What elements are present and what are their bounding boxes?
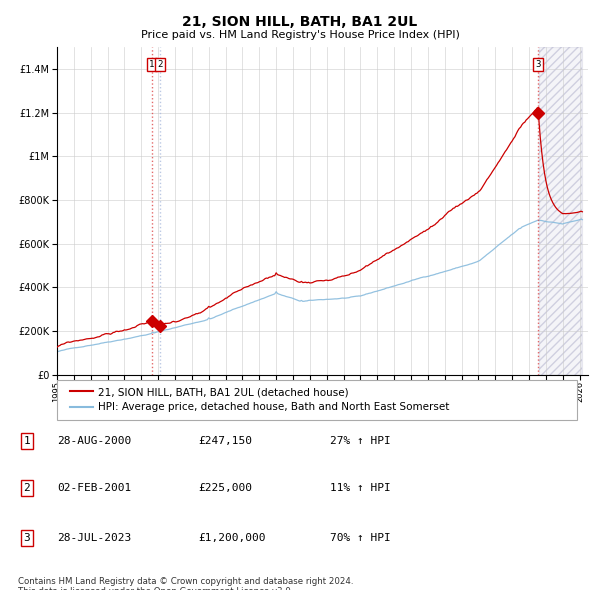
Text: £247,150: £247,150 <box>198 436 252 445</box>
Text: 2: 2 <box>157 60 162 69</box>
FancyBboxPatch shape <box>56 380 577 419</box>
Text: 27% ↑ HPI: 27% ↑ HPI <box>330 436 391 445</box>
Text: 70% ↑ HPI: 70% ↑ HPI <box>330 533 391 543</box>
Legend: 21, SION HILL, BATH, BA1 2UL (detached house), HPI: Average price, detached hous: 21, SION HILL, BATH, BA1 2UL (detached h… <box>64 382 454 418</box>
Text: £225,000: £225,000 <box>198 483 252 493</box>
Text: Price paid vs. HM Land Registry's House Price Index (HPI): Price paid vs. HM Land Registry's House … <box>140 30 460 40</box>
Text: 28-AUG-2000: 28-AUG-2000 <box>57 436 131 445</box>
Text: 3: 3 <box>536 60 541 69</box>
Text: 1: 1 <box>23 436 31 445</box>
Text: Contains HM Land Registry data © Crown copyright and database right 2024.
This d: Contains HM Land Registry data © Crown c… <box>18 577 353 590</box>
Text: 2: 2 <box>23 483 31 493</box>
Text: £1,200,000: £1,200,000 <box>198 533 265 543</box>
Text: 1: 1 <box>149 60 155 69</box>
Text: 02-FEB-2001: 02-FEB-2001 <box>57 483 131 493</box>
Text: 28-JUL-2023: 28-JUL-2023 <box>57 533 131 543</box>
Text: 21, SION HILL, BATH, BA1 2UL: 21, SION HILL, BATH, BA1 2UL <box>182 15 418 29</box>
Text: 3: 3 <box>23 533 31 543</box>
Text: 11% ↑ HPI: 11% ↑ HPI <box>330 483 391 493</box>
